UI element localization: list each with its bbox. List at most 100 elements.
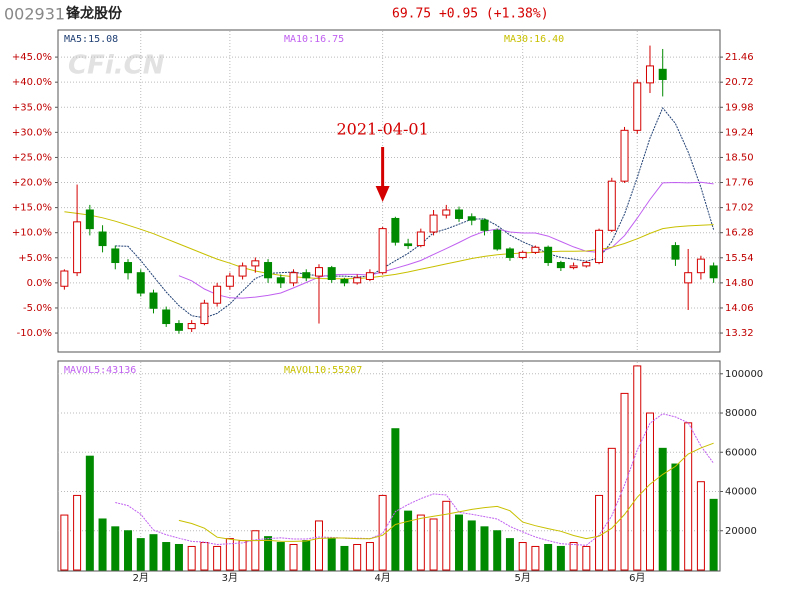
volume-bar [174,543,183,571]
volume-bar [225,538,234,571]
volume-bar [595,494,604,571]
volume-bar [149,534,158,571]
candle-body [73,221,82,274]
candle-body [671,245,680,260]
y-tick-label: 40000 [725,487,757,498]
candle-body [709,265,718,279]
quote: 69.75 +0.95 (+1.38%) [392,7,549,22]
legend-entry: MAVOL5:43136 [64,365,136,376]
candle-body [251,260,260,267]
y2-tick-label: 0.0% [27,278,52,289]
volume-bar [569,542,578,571]
candle-body [60,270,69,287]
volume-bar [340,545,349,571]
volume-bar [582,545,591,571]
volume-bar [187,545,196,571]
volume-bar [264,536,273,571]
volume-bar [467,520,476,571]
volume-bar [455,514,464,571]
candle-body [531,246,540,253]
legend-entry: MA30:16.40 [504,34,564,45]
candle-body [404,243,413,247]
annotation-arrowhead [375,186,390,202]
legend-entry: MAVOL10:55207 [284,365,362,376]
candle-body [136,272,145,294]
y2-tick-label: +10.0% [12,228,52,239]
watermark: CFi.CN [68,51,165,81]
candle-body [187,323,196,330]
candle-body [480,219,489,231]
y-tick-label: 17.02 [725,203,754,214]
ma-line [64,211,714,280]
volume-bar [60,514,69,571]
volume-bar [213,545,222,571]
candle-body [302,272,311,279]
volume-bar [391,428,400,571]
volume-bar [633,365,642,571]
candle-body [569,265,578,269]
volume-bar [505,538,514,571]
y2-tick-label: +30.0% [12,127,52,138]
candle-body [276,277,285,284]
y2-tick-label: +20.0% [12,178,52,189]
volume-bar [162,542,171,571]
candle-body [518,251,527,258]
volume-bar [531,545,540,571]
y-tick-label: 17.76 [725,178,754,189]
volume-bar [696,481,705,571]
price-panel [57,29,721,353]
volume-bar [620,392,629,571]
y-tick-label: 60000 [725,447,757,458]
candle-body [633,82,642,131]
candle-body [607,180,616,231]
y-tick-label: 20.72 [725,77,754,88]
volume-bar [200,542,209,571]
volume-panel [57,360,721,572]
y-tick-label: 15.54 [725,253,754,264]
volume-bar [289,543,298,571]
y2-tick-label: +40.0% [12,77,52,88]
volume-bar [327,538,336,571]
candle-body [645,65,654,84]
candle-body [327,267,336,280]
candle-body [365,272,374,280]
volume-bar [124,530,133,571]
candle-body [467,216,476,221]
candle-body [124,262,133,274]
ma-line [178,181,714,299]
y2-tick-label: +15.0% [12,203,52,214]
candle-body [442,209,451,216]
volume-bar [136,538,145,571]
volume-bar [111,526,120,571]
candle-body [455,209,464,219]
candle-body [85,209,94,230]
volume-bar [73,494,82,571]
volume-bar [353,543,362,571]
candle-body [429,214,438,233]
y-tick-label: 80000 [725,408,757,419]
candle-body [162,309,171,325]
volume-bar [480,526,489,571]
ma-line [178,442,714,542]
volume-bar [671,463,680,571]
volume-bar [658,447,667,571]
volume-bar [276,542,285,571]
candle-body [493,229,502,250]
candle-body [378,228,387,274]
y2-tick-label: -5.0% [23,303,52,314]
y2-tick-label: +5.0% [18,253,52,264]
y-tick-label: 14.06 [725,303,754,314]
candle-body [149,292,158,309]
volume-bar [365,542,374,571]
y2-tick-label: +25.0% [12,152,52,163]
volume-bar [98,518,107,571]
candle-body [582,262,591,267]
legend-entry: MA5:15.08 [64,34,118,45]
y-tick-label: 19.98 [725,102,754,113]
volume-bar [404,510,413,571]
y2-tick-label: +45.0% [12,52,52,63]
candle-body [213,285,222,304]
candle-body [684,272,693,284]
